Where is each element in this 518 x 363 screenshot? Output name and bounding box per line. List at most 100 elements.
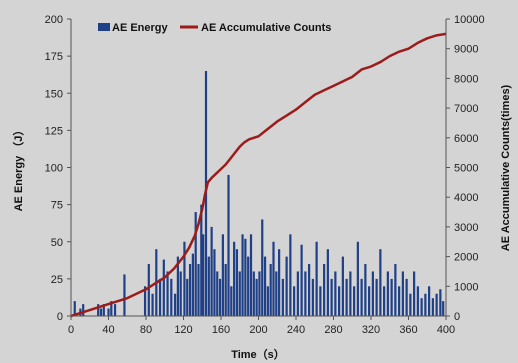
energy-bar bbox=[394, 264, 397, 316]
y-left-tick-label: 125 bbox=[45, 125, 63, 137]
energy-bar bbox=[261, 219, 264, 316]
energy-bar bbox=[255, 278, 258, 317]
energy-bar bbox=[371, 271, 374, 316]
energy-bar bbox=[186, 278, 189, 317]
legend-swatch-energy bbox=[98, 23, 110, 31]
y-right-tick-label: 3000 bbox=[454, 222, 478, 234]
energy-bar bbox=[424, 293, 427, 316]
energy-bar bbox=[227, 174, 230, 316]
x-tick-label: 400 bbox=[437, 324, 455, 336]
energy-bar bbox=[285, 256, 288, 316]
legend-label-counts: AE Accumulative Counts bbox=[201, 22, 331, 34]
energy-bar bbox=[405, 278, 408, 317]
counts-line bbox=[70, 32, 447, 318]
energy-bar bbox=[439, 289, 442, 316]
y-right-tick-label: 5000 bbox=[454, 163, 478, 175]
energy-bar bbox=[289, 234, 292, 316]
x-tick-label: 360 bbox=[399, 324, 417, 336]
energy-bar bbox=[341, 256, 344, 316]
energy-bar bbox=[200, 204, 203, 317]
y-right-tick-label: 6000 bbox=[454, 133, 478, 145]
energy-bar bbox=[151, 293, 154, 316]
y-right-tick-label: 2000 bbox=[454, 252, 478, 264]
energy-bar bbox=[409, 293, 412, 316]
energy-bar bbox=[442, 301, 445, 316]
energy-bar bbox=[110, 301, 113, 316]
y-left-tick-label: 25 bbox=[51, 274, 63, 286]
energy-bar bbox=[176, 256, 179, 316]
energy-bar bbox=[113, 304, 117, 316]
energy-bar bbox=[323, 264, 326, 316]
x-tick-label: 160 bbox=[212, 324, 230, 336]
energy-bar bbox=[82, 304, 85, 316]
energy-bar bbox=[308, 264, 311, 316]
energy-bar bbox=[356, 241, 359, 316]
energy-bar bbox=[272, 241, 275, 316]
energy-bar bbox=[97, 304, 100, 316]
energy-bar bbox=[398, 286, 401, 316]
energy-bar bbox=[386, 271, 389, 316]
x-tick-label: 120 bbox=[174, 324, 192, 336]
x-tick-label: 40 bbox=[102, 324, 114, 336]
energy-bar bbox=[383, 286, 386, 316]
energy-bar bbox=[431, 298, 434, 316]
energy-bar bbox=[334, 271, 337, 316]
y-right-tick-label: 10000 bbox=[454, 14, 485, 26]
energy-bar bbox=[364, 264, 367, 316]
energy-bar bbox=[353, 286, 356, 316]
energy-bar bbox=[183, 241, 186, 316]
y-right-tick-label: 0 bbox=[454, 311, 460, 323]
energy-bar bbox=[143, 286, 147, 316]
x-tick-label: 0 bbox=[68, 324, 74, 336]
energy-bar bbox=[401, 271, 404, 316]
y-right-tick-label: 7000 bbox=[454, 103, 478, 115]
energy-bar bbox=[379, 249, 382, 316]
energy-bar bbox=[173, 293, 177, 316]
energy-bar bbox=[252, 271, 255, 316]
y-right-tick-label: 1000 bbox=[454, 281, 478, 293]
energy-bar bbox=[191, 253, 194, 316]
legend-label-energy: AE Energy bbox=[112, 22, 169, 34]
energy-bar bbox=[249, 234, 253, 316]
energy-bar bbox=[188, 264, 192, 316]
energy-bar bbox=[416, 286, 419, 316]
energy-bar bbox=[326, 249, 329, 316]
energy-bar bbox=[244, 238, 247, 316]
energy-bar bbox=[99, 308, 103, 316]
energy-bar bbox=[311, 278, 314, 317]
legend: AE Energy AE Accumulative Counts bbox=[98, 22, 331, 34]
energy-bar bbox=[263, 256, 267, 316]
y-left-tick-label: 175 bbox=[45, 51, 63, 63]
y-left-tick-label: 200 bbox=[45, 14, 63, 26]
energy-bar bbox=[338, 286, 341, 316]
energy-bar bbox=[235, 249, 239, 316]
energy-bar bbox=[281, 278, 284, 317]
energy-bar bbox=[179, 271, 182, 316]
counts-line-layer bbox=[70, 32, 447, 318]
energy-bar bbox=[304, 271, 307, 316]
energy-bar bbox=[158, 278, 162, 317]
y-right-tick-label: 8000 bbox=[454, 73, 478, 85]
energy-bar bbox=[147, 264, 150, 316]
energy-bar bbox=[241, 234, 244, 316]
x-tick-label: 280 bbox=[324, 324, 342, 336]
x-tick-label: 80 bbox=[140, 324, 152, 336]
y-right-tick-labels: 0 1000 2000 3000 4000 5000 6000 7000 8000 9000 100… bbox=[446, 14, 485, 323]
energy-bar bbox=[233, 241, 236, 316]
energy-bar bbox=[170, 278, 173, 317]
energy-bar bbox=[194, 212, 197, 316]
energy-bar bbox=[319, 286, 322, 316]
energy-bar bbox=[266, 286, 269, 316]
energy-bar bbox=[375, 278, 378, 317]
y-left-tick-label: 75 bbox=[51, 200, 63, 212]
energy-bar bbox=[216, 271, 219, 316]
y-left-tick-label: 0 bbox=[57, 311, 63, 323]
energy-bar bbox=[213, 249, 216, 316]
energy-bar bbox=[166, 271, 169, 316]
energy-bar bbox=[435, 293, 438, 316]
y-left-tick-label: 50 bbox=[51, 237, 63, 249]
energy-bar bbox=[390, 278, 393, 317]
energy-bar bbox=[300, 244, 303, 316]
y-left-tick-labels: 0 25 50 75 100 125 150 175 200 bbox=[45, 14, 71, 323]
